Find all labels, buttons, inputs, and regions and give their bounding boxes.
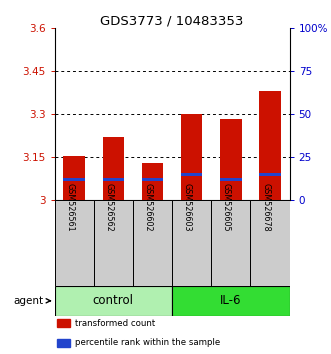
Bar — [251, 200, 290, 286]
Bar — [181, 173, 203, 176]
Bar — [211, 200, 251, 286]
Text: percentile rank within the sample: percentile rank within the sample — [74, 338, 220, 347]
Bar — [64, 178, 85, 181]
Bar — [133, 200, 172, 286]
Text: transformed count: transformed count — [74, 319, 155, 328]
Bar — [57, 319, 70, 327]
Text: IL-6: IL-6 — [220, 294, 242, 307]
Bar — [142, 163, 163, 200]
Bar — [172, 286, 290, 315]
Text: GSM526562: GSM526562 — [104, 183, 113, 232]
Text: GSM526678: GSM526678 — [261, 183, 270, 231]
Bar — [220, 178, 242, 181]
Bar — [259, 91, 281, 200]
Text: control: control — [93, 294, 134, 307]
Bar — [57, 339, 70, 347]
Bar — [103, 137, 124, 200]
Bar — [94, 200, 133, 286]
Bar — [103, 178, 124, 181]
Bar — [220, 119, 242, 200]
Text: agent: agent — [14, 296, 50, 306]
Bar — [142, 178, 163, 181]
Text: GSM526602: GSM526602 — [144, 183, 153, 231]
Bar — [181, 114, 203, 200]
Text: GSM526603: GSM526603 — [183, 183, 192, 231]
Text: GSM526605: GSM526605 — [222, 183, 231, 231]
Text: GSM526561: GSM526561 — [65, 183, 74, 231]
Bar — [172, 200, 211, 286]
Title: GDS3773 / 10483353: GDS3773 / 10483353 — [100, 14, 244, 27]
Bar — [55, 200, 94, 286]
Bar — [55, 286, 172, 315]
Bar — [64, 156, 85, 200]
Bar — [259, 173, 281, 176]
